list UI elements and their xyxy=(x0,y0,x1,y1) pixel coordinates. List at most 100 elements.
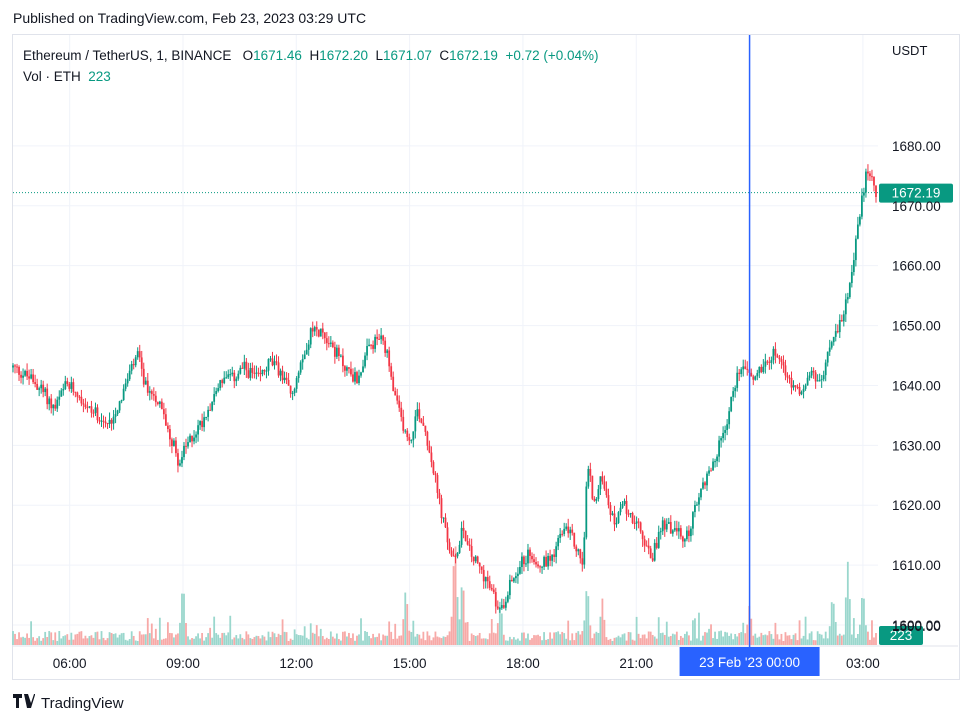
volume-bar xyxy=(424,640,427,645)
volume-bar xyxy=(500,613,503,645)
volume-bar xyxy=(156,639,159,645)
tradingview-logo[interactable]: TradingView xyxy=(13,694,124,713)
candle-body xyxy=(458,544,461,553)
candle-body xyxy=(295,378,298,389)
candle-body xyxy=(496,606,499,609)
candle-body xyxy=(786,375,789,378)
volume-bar xyxy=(48,631,51,645)
volume-bar xyxy=(350,637,352,645)
volume-bar xyxy=(486,639,489,645)
volume-bar xyxy=(406,604,409,645)
volume-bar xyxy=(599,616,602,645)
volume-bar xyxy=(426,631,429,645)
candle-body xyxy=(583,537,586,565)
volume-bar xyxy=(12,631,14,645)
candle-body xyxy=(175,440,177,454)
volume-bar xyxy=(396,638,399,645)
volume-bar xyxy=(865,625,867,645)
candle-body xyxy=(388,350,391,367)
chart-pane[interactable] xyxy=(12,34,960,680)
x-tick-label: 09:00 xyxy=(166,656,200,671)
volume-bar xyxy=(249,638,252,645)
candle-body xyxy=(744,366,747,369)
candle-body xyxy=(615,523,618,525)
candle-body xyxy=(647,545,650,549)
low-label: L xyxy=(375,48,384,63)
candle-body xyxy=(333,346,336,357)
candle-body xyxy=(60,390,63,397)
candle-body xyxy=(98,420,101,422)
candle-body xyxy=(422,422,425,426)
crosshair-time-badge xyxy=(679,647,820,676)
volume-bar xyxy=(333,638,336,645)
volume-bar xyxy=(118,634,121,645)
candle-body xyxy=(76,392,79,397)
candle-body xyxy=(154,395,157,403)
volume-bar xyxy=(788,635,791,645)
candle-body xyxy=(722,432,725,439)
candle-body xyxy=(629,513,632,515)
candle-body xyxy=(696,504,698,506)
volume-bar xyxy=(428,635,431,645)
volume-bar xyxy=(189,639,191,645)
candle-body xyxy=(88,406,91,408)
candles xyxy=(12,164,877,614)
crosshair-time-label: 23 Feb '23 00:00 xyxy=(699,655,800,670)
tradingview-brand: TradingView xyxy=(41,695,124,712)
candle-body xyxy=(374,336,376,349)
chart-overlay: 1672.19 223 23 Feb '23 00:00 xyxy=(13,35,953,676)
candle-body xyxy=(211,401,214,411)
candle-body xyxy=(774,348,777,356)
candle-body xyxy=(142,368,145,385)
candle-body xyxy=(20,374,22,378)
candle-body xyxy=(818,380,821,382)
candle-body xyxy=(331,342,334,347)
candle-body xyxy=(245,361,248,371)
volume-bar xyxy=(227,632,230,645)
candle-body xyxy=(432,462,435,474)
candle-body xyxy=(14,365,16,367)
volume-bar xyxy=(374,637,376,645)
candle-body xyxy=(291,393,294,395)
volume-bar xyxy=(146,618,149,645)
volume-bar xyxy=(378,633,381,645)
candle-body xyxy=(120,399,123,402)
volume-bar xyxy=(422,631,425,645)
volume-bar xyxy=(263,636,266,645)
candle-body xyxy=(788,377,791,379)
candle-body xyxy=(12,365,14,368)
volume-bar xyxy=(197,633,199,645)
volume-bar xyxy=(840,635,843,645)
candle-body xyxy=(267,359,270,371)
volume-bar xyxy=(754,633,757,645)
volume-bar xyxy=(579,634,582,645)
volume-bar xyxy=(342,631,344,645)
candle-body xyxy=(396,395,399,401)
candle-body xyxy=(436,475,439,493)
candle-body xyxy=(28,376,30,379)
volume-bar xyxy=(631,639,634,645)
candle-body xyxy=(456,552,459,557)
y-tick-label: 1610.00 xyxy=(892,558,941,573)
candle-body xyxy=(50,398,53,409)
volume-bar xyxy=(259,638,262,645)
candle-body xyxy=(364,355,366,367)
volume-bar xyxy=(251,638,254,645)
volume-bar xyxy=(171,633,173,645)
candle-body xyxy=(706,473,708,486)
volume-bar xyxy=(798,620,801,645)
volume-bar xyxy=(462,590,465,645)
candle-body xyxy=(716,456,718,462)
volume-bar xyxy=(72,639,75,645)
volume-bar xyxy=(36,638,39,645)
volume-bar xyxy=(14,633,16,645)
volume-bar xyxy=(613,637,616,645)
candle-body xyxy=(229,374,232,376)
candle-body xyxy=(104,421,107,424)
candle-body xyxy=(808,375,811,378)
candle-body xyxy=(838,320,841,333)
candle-body xyxy=(605,488,608,496)
volume-bar xyxy=(623,633,626,645)
candle-body xyxy=(146,380,149,393)
